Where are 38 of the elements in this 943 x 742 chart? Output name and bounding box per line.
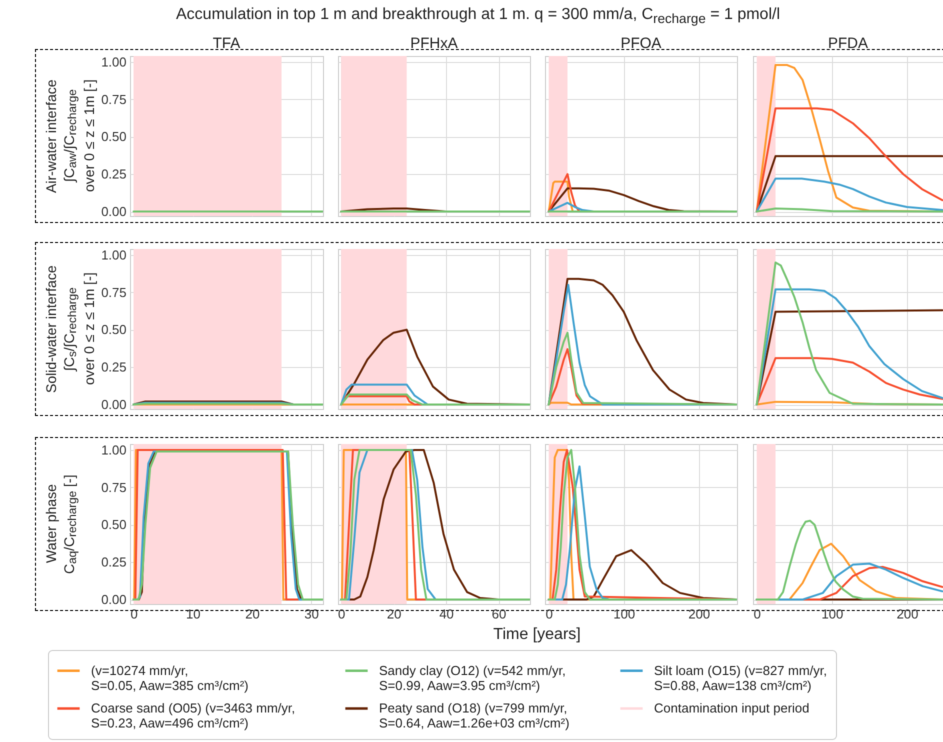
x-tick-label: 0 [546,606,553,622]
legend-label: Coarse sand (O05) (v=3463 mm/yr, S=0.23, Aaw=496 cm³/cm²) [91,700,296,730]
chart-title: PFHxA [410,35,458,52]
y-tick-label: 0.75 [101,92,126,107]
chart-title: PFDA [828,35,868,52]
y-tick-label: 1.00 [101,54,126,70]
x-tick-label: 0 [754,606,761,622]
y-tick-label: 0.50 [101,322,126,338]
y-tick-label: 0.50 [101,517,126,532]
legend-label: Peaty sand (O18) (v=799 mm/yr, S=0.64, Aaw=1.26e+03 cm³/cm²) [379,700,570,730]
y-tick-label: 1.00 [101,247,126,262]
legend-label: Sandy clay (O12) (v=542 mm/yr, S=0.99, Aaw=3.95 cm³/cm²) [379,662,566,693]
x-tick-label: 200 [688,606,710,622]
x-tick-label: 20 [386,606,402,622]
legend-label: Contamination input period [654,700,810,716]
y-tick-label: 0.50 [101,129,126,144]
chart-title: TFA [212,34,240,52]
x-tick-label: 100 [822,606,844,622]
y-tick-label: 0.00 [101,204,126,220]
legend-label: Silt loam (O15) (v=827 mm/yr, S=0.88, Aaw=138 cm³/cm²) [654,662,828,693]
y-tick-label: 0.25 [101,554,126,570]
y-tick-label: 0.75 [101,480,126,495]
chart-title: PFOA [620,35,662,52]
y-tick-label: 0.00 [101,397,126,412]
text: Accumulation in top 1 m and breakthrough at 1 m. q = 300 mm/a, C$_{recharge}$ = 1 pmol/l [176,6,780,26]
y-tick-label: 0.25 [101,166,126,182]
x-axis-title: Time [years] [493,626,581,644]
x-tick-label: 60 [492,606,506,622]
y-tick-label: 0.00 [101,592,126,608]
x-tick-label: 0 [338,606,346,622]
x-tick-label: 100 [613,606,636,622]
legend-label: (v=10274 mm/yr, S=0.05, Aaw=385 cm³/cm²) [91,662,249,693]
y-tick-label: 1.00 [101,442,126,458]
y-tick-label: 0.25 [101,360,126,375]
x-tick-label: 10 [186,606,200,622]
x-tick-label: 200 [896,606,918,622]
y-tick-label: 0.75 [101,284,126,300]
x-tick-label: 40 [439,606,454,622]
